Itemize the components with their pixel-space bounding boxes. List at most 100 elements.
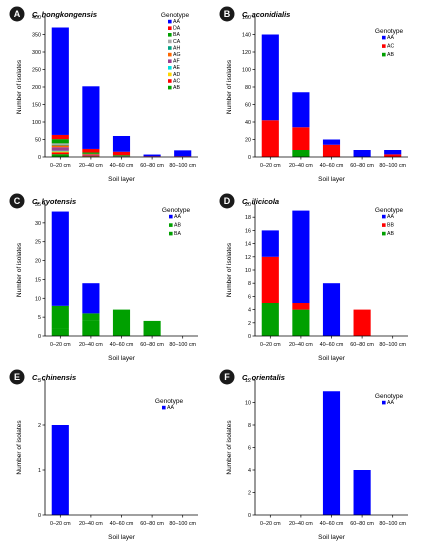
bar-segment-aa — [292, 92, 310, 128]
bar-segment-aa — [51, 211, 69, 306]
chart-title: C. orientalis — [242, 373, 285, 382]
x-tick-label: 20–40 cm — [79, 521, 103, 527]
x-tick-label: 0–20 cm — [50, 342, 71, 348]
y-tick-label: 25 — [35, 240, 41, 246]
legend-label: AE — [173, 65, 180, 71]
y-tick-label: 0 — [38, 513, 41, 519]
legend-swatch — [168, 19, 172, 24]
y-tick-label: 200 — [32, 85, 41, 91]
y-tick-label: 160 — [242, 15, 251, 21]
y-tick-label: 10 — [245, 401, 251, 407]
y-axis-title: Number of isolates — [16, 242, 23, 297]
y-tick-label: 2 — [248, 491, 251, 497]
bar-segment-da — [51, 134, 69, 140]
x-axis-title: Soil layer — [318, 176, 346, 183]
x-tick-label: 40–60 cm — [320, 521, 344, 527]
y-tick-label: 5 — [38, 315, 41, 321]
legend-label: AB — [387, 231, 394, 237]
x-tick-label: 0–20 cm — [260, 163, 281, 169]
bar-segment-ab — [143, 320, 161, 336]
legend-swatch — [169, 223, 173, 227]
chart-title: C. kyotensis — [32, 197, 76, 206]
bar-segment-ab — [51, 305, 69, 329]
x-tick-label: 40–60 cm — [110, 342, 134, 348]
x-tick-label: 60–80 cm — [350, 342, 374, 348]
legend-swatch — [168, 52, 172, 57]
legend-swatch — [382, 44, 386, 48]
bar-segment-bb — [261, 256, 279, 303]
legend-label: AC — [387, 44, 394, 50]
bar-segment-aa — [261, 34, 279, 121]
bar-segment-da — [82, 148, 100, 153]
bar-segment-ba — [82, 152, 100, 154]
bar-segment-ab — [82, 313, 100, 321]
bar-segment-ag — [82, 153, 100, 155]
x-axis-title: Soil layer — [108, 176, 136, 183]
y-tick-label: 20 — [245, 202, 251, 208]
legend-swatch — [382, 400, 386, 405]
bar-segment-ab — [112, 309, 131, 336]
legend-label: AF — [173, 59, 180, 65]
bar-segment-ab — [261, 303, 279, 336]
bar-segment-bb — [353, 309, 371, 336]
x-tick-label: 20–40 cm — [79, 342, 103, 348]
y-tick-label: 4 — [248, 468, 251, 474]
panel-badge — [219, 369, 235, 385]
bar-segment-af — [51, 147, 69, 151]
y-tick-label: 100 — [32, 120, 41, 126]
panel-badge — [9, 6, 25, 22]
legend-swatch — [382, 231, 386, 236]
panel-letter: A — [14, 9, 21, 19]
y-tick-label: 12 — [245, 255, 251, 261]
bar-segment-ad — [51, 151, 69, 153]
y-tick-label: 16 — [245, 228, 251, 234]
panel-letter: E — [14, 372, 20, 382]
chart-panel-f: F C. orientalis 0–20 cm 20–40 cm 40–60 cm 60–… — [219, 369, 408, 541]
y-tick-label: 8 — [248, 423, 251, 429]
legend-swatch — [168, 39, 172, 44]
chart-title: C. ilicicola — [242, 197, 279, 206]
y-tick-label: 8 — [248, 281, 251, 287]
y-tick-label: 6 — [248, 294, 251, 300]
bar-segment-ag — [51, 145, 69, 148]
bar-segment-aa — [292, 210, 310, 303]
x-tick-label: 80–100 cm — [169, 163, 196, 169]
panel-letter: F — [224, 372, 230, 382]
y-tick-label: 0 — [248, 155, 251, 161]
legend-swatch — [168, 26, 172, 30]
y-tick-label: 150 — [32, 103, 41, 109]
chart-panel-e: E C. chinensis 0–20 cm 20–40 cm 40–60 cm 60–8… — [9, 369, 198, 541]
y-tick-label: 20 — [245, 138, 251, 144]
y-tick-label: 50 — [35, 138, 41, 144]
bar-segment-aa — [51, 27, 69, 135]
panel-badge — [9, 369, 25, 385]
legend-label: AA — [387, 400, 394, 406]
x-tick-label: 0–20 cm — [260, 521, 281, 527]
y-tick-label: 100 — [242, 68, 251, 74]
bar-segment-aa — [112, 136, 131, 152]
chart-title: C. hongkongensis — [32, 10, 97, 19]
y-axis-title: Number of isolates — [226, 59, 233, 114]
legend-label: AB — [387, 52, 394, 58]
bar-segment-da — [112, 151, 131, 156]
bar-segment-ac — [292, 127, 310, 150]
y-tick-label: 40 — [245, 120, 251, 126]
bar-segment-ac — [384, 154, 402, 157]
legend-title: Genotype — [375, 207, 404, 214]
bar-segment-ba — [51, 139, 69, 144]
chart-panel-a: A C. hongkongensis 0–20 cm 20–40 cm 40–60 cm… — [9, 6, 198, 183]
x-tick-label: 60–80 cm — [140, 521, 164, 527]
x-tick-label: 0–20 cm — [50, 163, 71, 169]
legend-swatch — [168, 85, 172, 90]
legend-label: BA — [174, 231, 181, 237]
bar-segment-aa — [322, 283, 341, 336]
y-axis-title: Number of isolates — [226, 242, 233, 297]
legend-swatch — [168, 46, 172, 50]
legend-swatch — [168, 79, 172, 83]
bar-segment-ab — [292, 150, 310, 157]
y-tick-label: 2 — [248, 321, 251, 327]
legend-label: AA — [167, 405, 174, 411]
